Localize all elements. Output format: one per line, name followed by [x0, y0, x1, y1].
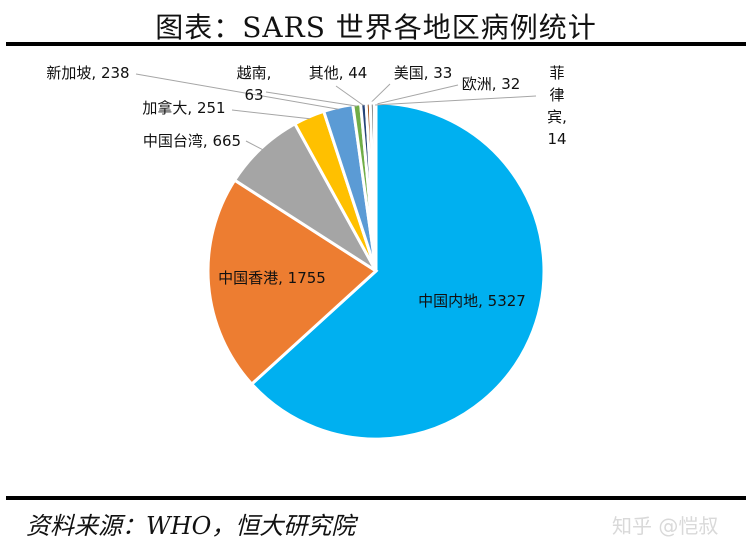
- chart-title: 图表：SARS 世界各地区病例统计: [155, 11, 597, 44]
- leader-line-6: [335, 85, 364, 106]
- data-label-8: 欧洲, 32: [462, 75, 521, 93]
- source-note: 资料来源：WHO，恒大研究院: [26, 512, 356, 540]
- bottom-rule: [6, 496, 746, 500]
- watermark: 知乎 @恺叔: [612, 514, 719, 538]
- pie-slice-9: [372, 101, 378, 272]
- data-label-0: 中国内地, 5327: [418, 292, 526, 310]
- leader-line-4: [135, 73, 339, 110]
- leader-line-9: [375, 95, 537, 106]
- data-label-4: 新加坡, 238: [46, 64, 129, 82]
- data-label-9: 菲律宾, 14: [547, 64, 567, 148]
- data-label-6: 其他, 44: [309, 64, 368, 82]
- data-label-1: 中国香港, 1755: [218, 269, 326, 287]
- leader-line-3: [231, 109, 310, 120]
- data-label-3: 加拿大, 251: [142, 99, 225, 117]
- data-label-2: 中国台湾, 665: [143, 132, 241, 150]
- data-label-7: 美国, 33: [394, 64, 453, 82]
- data-label-5: 越南, 63: [237, 64, 272, 104]
- leader-line-8: [372, 84, 459, 106]
- leader-line-5: [265, 91, 357, 107]
- leader-line-2: [245, 140, 263, 151]
- top-rule: [6, 42, 746, 46]
- pie-slice-1: [206, 178, 379, 387]
- pie-slice-0: [249, 101, 546, 441]
